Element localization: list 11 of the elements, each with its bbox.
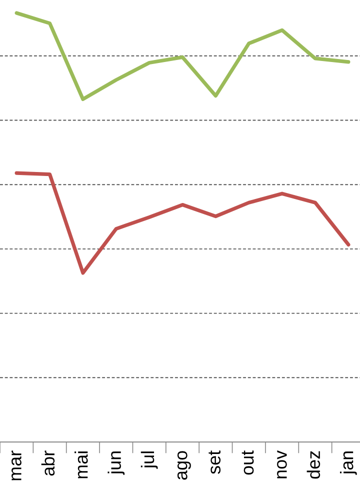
x-tick-label: jul [140,452,158,469]
x-tick-label: mai [74,452,88,478]
x-tick-label: ago [177,451,191,480]
x-tick-label: out [242,450,254,475]
x-tick-label: jan [340,452,357,475]
x-tick-label: nov [277,450,287,478]
x-tick-label: mar [12,450,22,480]
x-tick-label: jun [108,452,125,475]
x-tick-label: set [208,450,221,474]
x-tick-label: abr [41,450,55,476]
x-tick-label: dez [306,451,320,479]
